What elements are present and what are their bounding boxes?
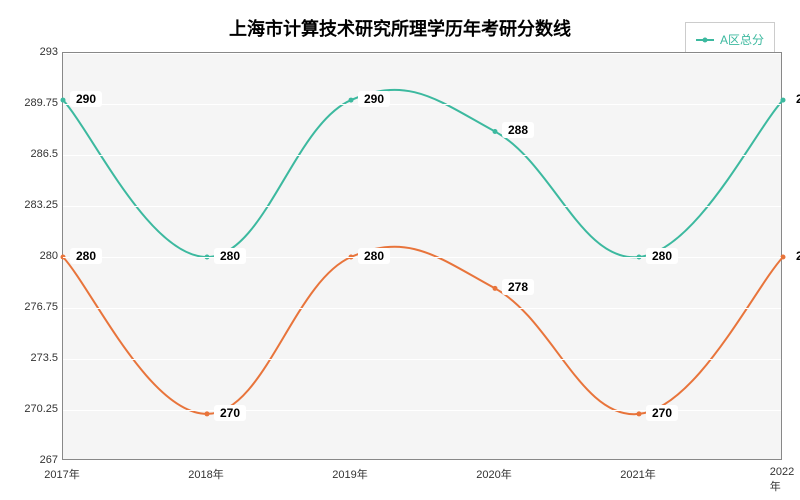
series-marker bbox=[781, 98, 786, 103]
y-axis-label: 293 bbox=[8, 46, 58, 58]
data-point-label: 290 bbox=[790, 91, 800, 107]
data-point-label: 280 bbox=[214, 248, 246, 264]
series-marker bbox=[349, 98, 354, 103]
chart-container: 上海市计算技术研究所理学历年考研分数线 A区总分 B区总分 267270.252… bbox=[0, 0, 800, 500]
x-axis-label: 2021年 bbox=[620, 466, 655, 482]
series-marker bbox=[781, 255, 786, 260]
grid-row bbox=[63, 461, 781, 462]
grid-row bbox=[63, 53, 781, 54]
grid-row bbox=[63, 308, 781, 309]
y-axis-label: 267 bbox=[8, 454, 58, 466]
y-axis-label: 286.5 bbox=[8, 148, 58, 160]
x-axis-label: 2020年 bbox=[476, 466, 511, 482]
x-axis-label: 2018年 bbox=[188, 466, 223, 482]
legend-dot-a bbox=[702, 37, 707, 42]
y-axis-label: 283.25 bbox=[8, 199, 58, 211]
data-point-label: 280 bbox=[790, 248, 800, 264]
data-point-label: 278 bbox=[502, 279, 534, 295]
data-point-label: 280 bbox=[646, 248, 678, 264]
series-marker bbox=[205, 411, 210, 416]
grid-row bbox=[63, 104, 781, 105]
y-axis-label: 280 bbox=[8, 250, 58, 262]
series-marker bbox=[493, 129, 498, 134]
chart-title: 上海市计算技术研究所理学历年考研分数线 bbox=[229, 15, 571, 41]
data-point-label: 270 bbox=[646, 405, 678, 421]
data-point-label: 290 bbox=[358, 91, 390, 107]
legend-line-a bbox=[696, 39, 714, 41]
series-line bbox=[63, 90, 783, 257]
data-point-label: 280 bbox=[70, 248, 102, 264]
legend-item-a: A区总分 bbox=[696, 31, 764, 48]
x-axis-label: 2017年 bbox=[44, 466, 79, 482]
legend-label-a: A区总分 bbox=[720, 31, 764, 48]
x-axis-label: 2019年 bbox=[332, 466, 367, 482]
grid-row bbox=[63, 359, 781, 360]
series-marker bbox=[637, 411, 642, 416]
x-axis-label: 2022年 bbox=[770, 466, 794, 494]
y-axis-label: 276.75 bbox=[8, 301, 58, 313]
y-axis-label: 273.5 bbox=[8, 352, 58, 364]
grid-row bbox=[63, 155, 781, 156]
data-point-label: 270 bbox=[214, 405, 246, 421]
series-marker bbox=[61, 98, 66, 103]
series-marker bbox=[493, 286, 498, 291]
y-axis-label: 289.75 bbox=[8, 97, 58, 109]
y-axis-label: 270.25 bbox=[8, 403, 58, 415]
data-point-label: 280 bbox=[358, 248, 390, 264]
data-point-label: 290 bbox=[70, 91, 102, 107]
data-point-label: 288 bbox=[502, 122, 534, 138]
grid-row bbox=[63, 206, 781, 207]
series-line bbox=[63, 247, 783, 414]
